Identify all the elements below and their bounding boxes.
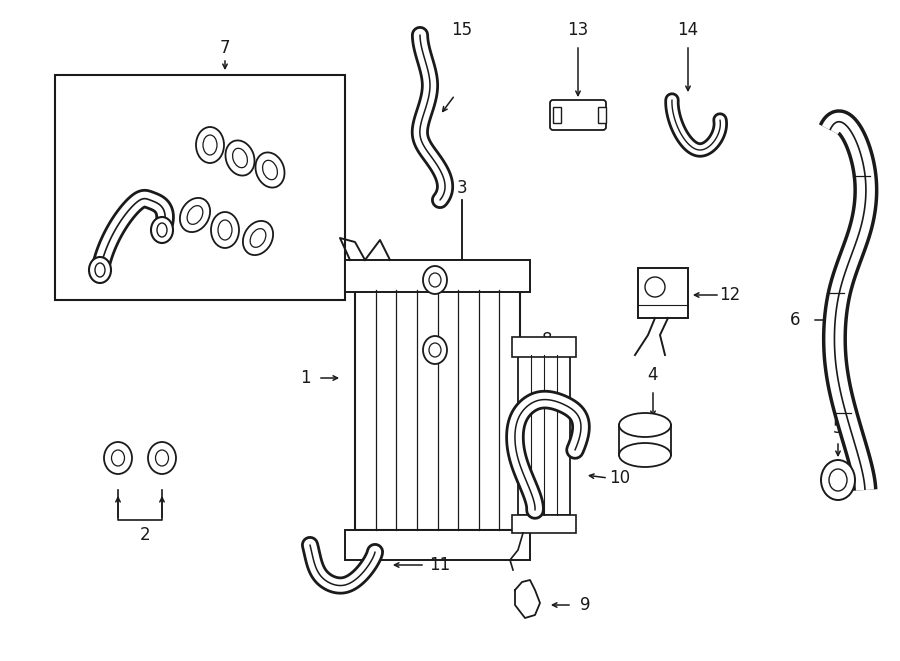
Ellipse shape [829,469,847,491]
Ellipse shape [196,127,224,163]
Bar [345,530,530,560]
Text: 7: 7 [220,39,230,57]
Text: 8: 8 [542,331,553,349]
Text: 3: 3 [456,179,467,197]
Ellipse shape [243,221,273,255]
Ellipse shape [619,443,671,467]
Ellipse shape [180,198,210,232]
Text: 13: 13 [567,21,589,39]
Text: 12: 12 [719,286,741,304]
Bar [638,268,688,318]
Ellipse shape [256,153,284,188]
Text: 10: 10 [609,469,631,487]
Text: 5: 5 [832,419,843,437]
Bar [512,515,576,533]
Bar [553,107,561,123]
Bar [345,260,530,292]
Bar [355,290,520,530]
Text: 1: 1 [300,369,310,387]
Ellipse shape [148,442,176,474]
Text: 9: 9 [580,596,590,614]
Ellipse shape [211,212,239,248]
Ellipse shape [151,217,173,243]
Polygon shape [515,580,540,618]
Bar [512,337,576,357]
Bar [55,75,345,300]
Ellipse shape [423,266,447,294]
Text: 14: 14 [678,21,698,39]
Ellipse shape [821,460,855,500]
Ellipse shape [619,413,671,437]
Text: 11: 11 [429,556,451,574]
Bar [518,355,570,515]
Text: 6: 6 [790,311,800,329]
Ellipse shape [89,257,111,283]
Text: 15: 15 [452,21,472,39]
Text: 4: 4 [648,366,658,384]
FancyBboxPatch shape [550,100,606,130]
Ellipse shape [104,442,132,474]
Ellipse shape [423,336,447,364]
Text: 2: 2 [140,526,150,544]
Bar [598,107,606,123]
Ellipse shape [226,140,255,176]
